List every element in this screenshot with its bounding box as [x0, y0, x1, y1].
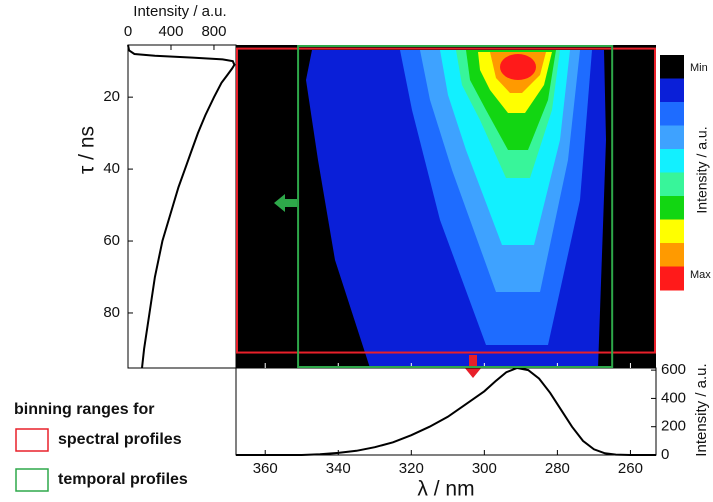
x-tick-label: 400 — [158, 23, 183, 40]
spectral-line — [236, 366, 656, 456]
y-tick-label: 20 — [103, 88, 120, 105]
x-axis-label: Intensity / a.u. — [133, 3, 226, 20]
arrow — [274, 194, 297, 212]
legend-swatch — [15, 428, 49, 452]
colorbar-segment — [660, 102, 684, 126]
y-tick-label: 60 — [103, 232, 120, 249]
panel-frame — [127, 44, 237, 369]
x-tick-label: 340 — [326, 460, 351, 477]
x-tick-label: 800 — [201, 23, 226, 40]
legend-swatch — [15, 468, 49, 492]
y-axis-label: τ / ns — [76, 126, 99, 174]
colorbar-segment — [660, 55, 684, 79]
y-tick-label: 400 — [661, 389, 686, 406]
y-tick-label: 200 — [661, 418, 686, 435]
heatmap-image — [236, 45, 656, 368]
x-tick-label: 280 — [545, 460, 570, 477]
y-tick-label: 0 — [661, 446, 669, 463]
temporal-binning-range — [297, 45, 614, 368]
colorbar-segment — [660, 78, 684, 103]
y-tick-label: 600 — [661, 361, 686, 378]
colorbar-segment — [660, 243, 684, 267]
legend-label: spectral profiles — [58, 431, 182, 448]
colorbar-segment — [660, 196, 684, 220]
temporal-line — [127, 44, 236, 369]
x-tick-label: 320 — [399, 460, 424, 477]
spectral-binning-range — [236, 47, 656, 354]
panel-frame — [235, 367, 657, 456]
colorbar-min: Min — [690, 62, 708, 74]
contour — [500, 54, 536, 80]
x-axis-label: λ / nm — [417, 478, 474, 501]
x-tick-label: 300 — [472, 460, 497, 477]
x-tick-label: 260 — [618, 460, 643, 477]
legend-title: binning ranges for — [14, 401, 154, 418]
colorbar-segment — [660, 219, 684, 244]
colorbar-label: Intensity / a.u. — [694, 126, 710, 213]
colorbar-segment — [660, 125, 684, 150]
y-tick-label: 40 — [103, 160, 120, 177]
colorbar-max: Max — [690, 269, 711, 281]
y-axis-label: Intensity / a.u. — [693, 363, 710, 456]
x-tick-label: 360 — [253, 460, 278, 477]
y-tick-label: 80 — [103, 304, 120, 321]
x-tick-label: 0 — [124, 23, 132, 40]
colorbar-segment — [660, 172, 684, 197]
legend-label: temporal profiles — [58, 471, 188, 488]
colorbar-segment — [660, 149, 684, 173]
colorbar-segment — [660, 266, 684, 291]
